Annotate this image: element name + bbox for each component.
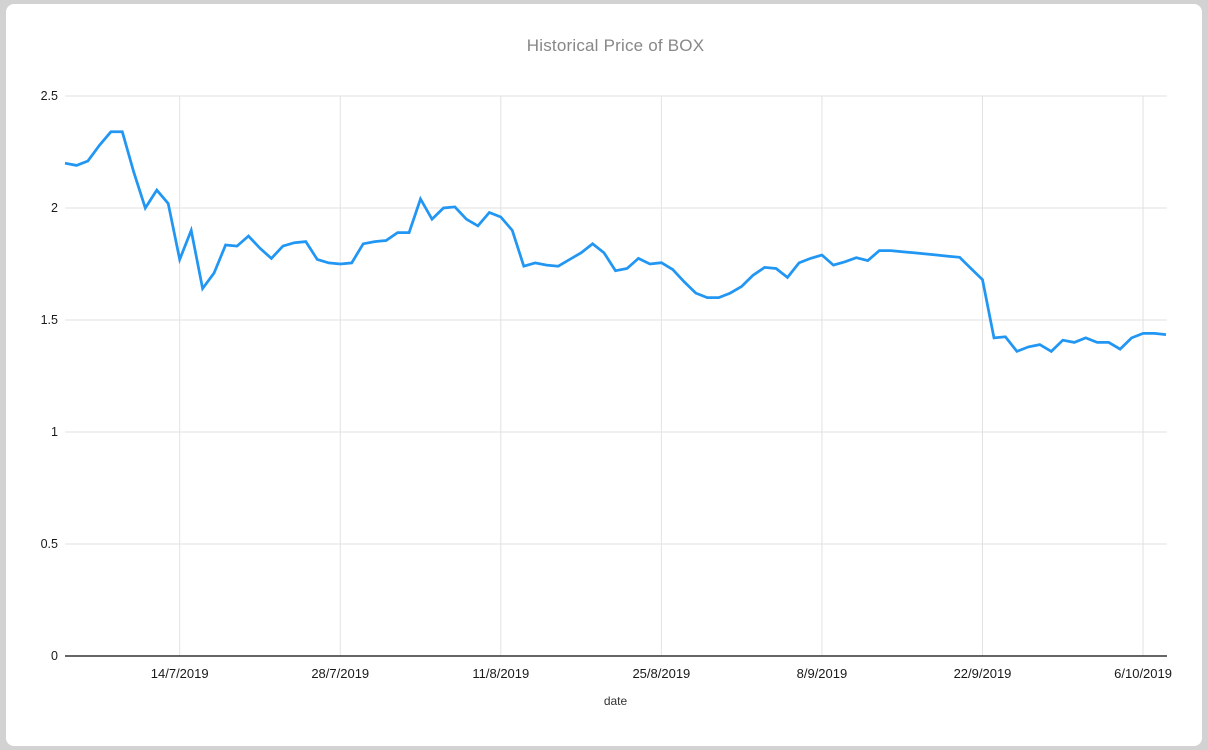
- y-axis-tick-label: 2.5: [40, 89, 58, 103]
- y-axis-tick-label: 1.5: [40, 313, 58, 327]
- x-axis-tick-label: 22/9/2019: [953, 666, 1012, 681]
- chart-title: Historical Price of BOX: [526, 36, 705, 55]
- y-axis-tick-label: 2: [51, 201, 58, 215]
- y-axis-tick-label: 1: [51, 425, 58, 439]
- x-axis-tick-label: 11/8/2019: [472, 666, 530, 681]
- chart-card: [6, 4, 1202, 746]
- x-axis-tick-label: 8/9/2019: [796, 666, 848, 681]
- x-axis-title: date: [603, 694, 628, 708]
- x-axis-tick-label: 25/8/2019: [632, 666, 691, 681]
- y-axis-tick-label: 0: [51, 649, 58, 663]
- x-axis-tick-label: 28/7/2019: [311, 666, 370, 681]
- x-axis-tick-label: 6/10/2019: [1114, 666, 1172, 681]
- price-line-series: [64, 130, 1167, 354]
- y-axis-tick-label: 0.5: [40, 537, 58, 551]
- x-axis-tick-label: 14/7/2019: [150, 666, 209, 681]
